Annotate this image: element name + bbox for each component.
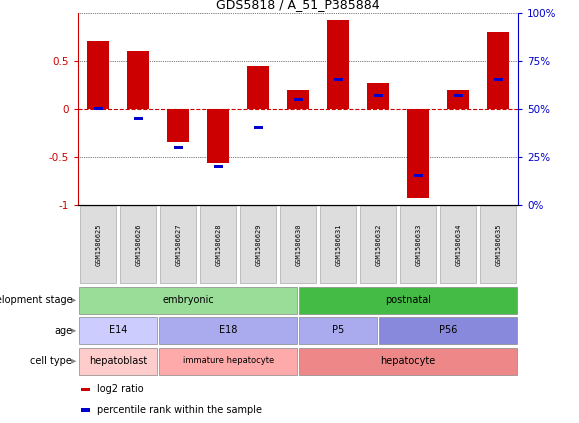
- Text: P5: P5: [332, 325, 345, 335]
- Text: immature hepatocyte: immature hepatocyte: [182, 356, 274, 365]
- Text: GSM1586630: GSM1586630: [295, 224, 301, 266]
- Text: hepatoblast: hepatoblast: [89, 356, 147, 365]
- Text: GSM1586634: GSM1586634: [455, 224, 461, 266]
- Text: hepatocyte: hepatocyte: [380, 356, 436, 365]
- Bar: [167, 109, 189, 142]
- FancyBboxPatch shape: [299, 348, 518, 375]
- Text: log2 ratio: log2 ratio: [97, 385, 143, 395]
- Bar: [94, 107, 102, 110]
- Text: embryonic: embryonic: [162, 295, 214, 305]
- Bar: [127, 51, 149, 109]
- Bar: [207, 109, 229, 163]
- Text: E14: E14: [109, 325, 127, 335]
- FancyBboxPatch shape: [160, 206, 196, 283]
- Bar: [487, 32, 509, 109]
- Bar: [447, 90, 469, 109]
- FancyBboxPatch shape: [200, 206, 236, 283]
- Bar: [247, 66, 269, 109]
- FancyBboxPatch shape: [299, 317, 378, 344]
- Text: GSM1586631: GSM1586631: [335, 224, 341, 266]
- Bar: [214, 165, 222, 168]
- Text: age: age: [54, 326, 72, 336]
- Text: percentile rank within the sample: percentile rank within the sample: [97, 405, 262, 415]
- FancyBboxPatch shape: [379, 317, 518, 344]
- Text: E18: E18: [219, 325, 237, 335]
- Bar: [287, 90, 309, 109]
- Text: cell type: cell type: [31, 356, 72, 366]
- FancyBboxPatch shape: [79, 317, 157, 344]
- FancyBboxPatch shape: [280, 206, 316, 283]
- Bar: [454, 94, 463, 97]
- FancyBboxPatch shape: [320, 206, 356, 283]
- Bar: [254, 126, 263, 129]
- FancyBboxPatch shape: [240, 206, 276, 283]
- Bar: [81, 387, 90, 391]
- Bar: [334, 78, 343, 81]
- Text: GSM1586627: GSM1586627: [175, 224, 181, 266]
- Bar: [81, 408, 90, 412]
- FancyBboxPatch shape: [159, 348, 298, 375]
- Bar: [87, 41, 109, 109]
- Title: GDS5818 / A_51_P385884: GDS5818 / A_51_P385884: [217, 0, 380, 11]
- FancyBboxPatch shape: [440, 206, 476, 283]
- FancyBboxPatch shape: [80, 206, 116, 283]
- FancyBboxPatch shape: [480, 206, 516, 283]
- Text: development stage: development stage: [0, 295, 72, 305]
- Bar: [374, 94, 383, 97]
- Bar: [134, 117, 142, 120]
- Bar: [327, 20, 349, 109]
- Text: GSM1586628: GSM1586628: [215, 224, 221, 266]
- FancyBboxPatch shape: [400, 206, 436, 283]
- Bar: [494, 78, 503, 81]
- Text: GSM1586635: GSM1586635: [495, 224, 501, 266]
- Bar: [294, 98, 303, 101]
- Text: GSM1586625: GSM1586625: [95, 224, 101, 266]
- Text: GSM1586626: GSM1586626: [135, 224, 141, 266]
- Text: GSM1586632: GSM1586632: [375, 224, 381, 266]
- FancyBboxPatch shape: [159, 317, 298, 344]
- Text: P56: P56: [439, 325, 457, 335]
- FancyBboxPatch shape: [79, 348, 157, 375]
- FancyBboxPatch shape: [120, 206, 156, 283]
- Bar: [174, 146, 182, 148]
- Bar: [407, 109, 429, 198]
- FancyBboxPatch shape: [360, 206, 396, 283]
- Text: GSM1586633: GSM1586633: [415, 224, 421, 266]
- FancyBboxPatch shape: [299, 287, 518, 314]
- Bar: [414, 174, 423, 177]
- Text: postnatal: postnatal: [385, 295, 431, 305]
- Text: GSM1586629: GSM1586629: [255, 224, 261, 266]
- Bar: [367, 83, 389, 109]
- FancyBboxPatch shape: [79, 287, 298, 314]
